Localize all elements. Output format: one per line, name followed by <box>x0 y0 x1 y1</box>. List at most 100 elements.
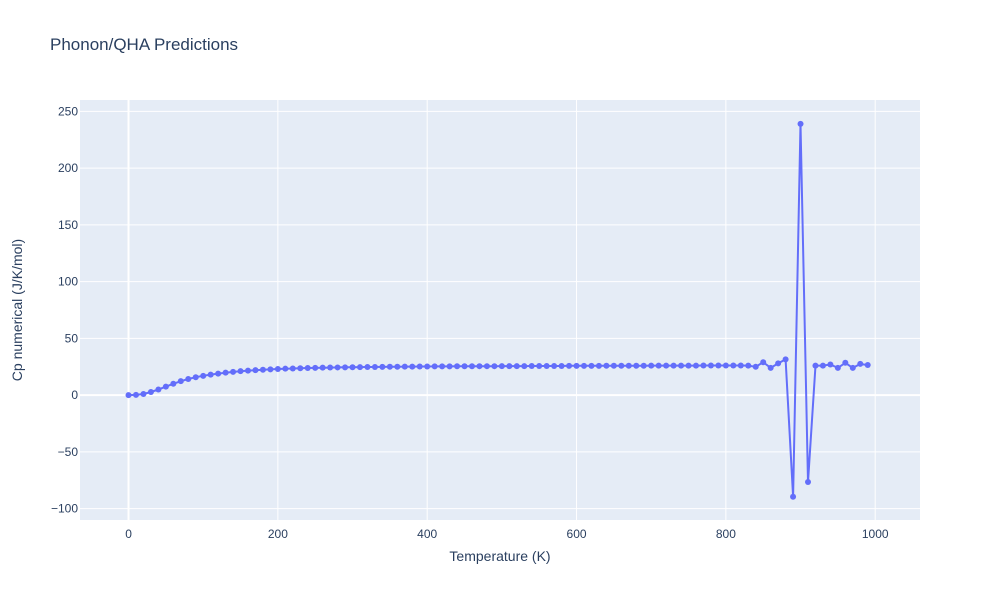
data-point <box>603 362 610 369</box>
series-line <box>128 123 868 497</box>
data-point <box>857 360 864 367</box>
data-point <box>327 364 334 371</box>
y-tick-label: 250 <box>58 104 78 118</box>
data-point <box>252 367 259 374</box>
data-point <box>215 370 222 377</box>
y-tick-label: 150 <box>58 218 78 232</box>
data-point <box>700 362 707 369</box>
data-point <box>222 369 229 376</box>
data-point <box>170 380 177 387</box>
data-point <box>274 366 281 373</box>
data-point <box>618 362 625 369</box>
data-point <box>685 362 692 369</box>
data-point <box>312 364 319 371</box>
data-point <box>558 362 565 369</box>
data-point <box>573 362 580 369</box>
data-point <box>625 362 632 369</box>
x-tick-label: 600 <box>567 527 587 541</box>
x-tick-label: 400 <box>417 527 437 541</box>
data-point <box>790 493 797 500</box>
data-point <box>237 368 244 375</box>
x-tick-label: 800 <box>716 527 736 541</box>
data-point <box>334 364 341 371</box>
data-point <box>133 391 139 398</box>
data-point <box>775 360 782 367</box>
data-point <box>670 362 677 369</box>
data-point <box>409 363 416 370</box>
data-point <box>230 368 237 375</box>
data-point <box>767 364 774 371</box>
data-point <box>581 362 587 369</box>
x-tick-label: 0 <box>125 527 132 541</box>
data-point <box>521 363 528 370</box>
data-point <box>737 362 744 369</box>
data-point <box>439 363 446 370</box>
y-tick-label: 0 <box>71 388 78 402</box>
x-axis-title: Temperature (K) <box>449 548 550 564</box>
y-tick-label: −100 <box>51 502 78 516</box>
data-point <box>386 363 393 370</box>
data-point <box>267 366 274 373</box>
x-axis-ticks: 0 200 400 600 800 1000 <box>125 527 889 541</box>
data-point <box>819 362 826 369</box>
data-point <box>805 478 811 485</box>
data-point <box>469 363 475 370</box>
y-tick-label: −50 <box>58 445 79 459</box>
y-tick-label: 100 <box>58 275 78 289</box>
data-point <box>125 392 132 399</box>
data-point <box>566 362 573 369</box>
data-point <box>678 362 685 369</box>
data-point <box>483 363 490 370</box>
data-point <box>364 363 371 370</box>
data-point <box>461 363 468 370</box>
data-point <box>648 362 655 369</box>
data-point <box>864 362 871 369</box>
data-point <box>207 371 214 378</box>
data-point <box>185 376 192 383</box>
data-point <box>834 364 841 371</box>
data-point <box>177 378 184 385</box>
data-point <box>528 362 535 369</box>
data-point <box>297 365 304 372</box>
data-point <box>498 363 505 370</box>
data-point <box>663 362 670 369</box>
data-point <box>797 120 804 127</box>
y-tick-label: 50 <box>65 331 79 345</box>
data-point <box>424 363 431 370</box>
data-point <box>513 363 520 370</box>
data-point <box>640 362 647 369</box>
data-point <box>782 356 789 363</box>
data-point <box>812 362 819 369</box>
data-point <box>304 365 311 372</box>
data-point <box>147 388 154 395</box>
y-axis-ticks: −100 −50 0 50 100 150 200 250 <box>51 104 78 515</box>
data-point <box>827 361 834 368</box>
data-point <box>588 362 595 369</box>
chart-title: Phonon/QHA Predictions <box>50 35 238 54</box>
data-point <box>551 362 558 369</box>
data-point <box>192 374 199 381</box>
data-point <box>476 363 483 370</box>
x-tick-label: 1000 <box>862 527 889 541</box>
grid-lines <box>80 100 920 520</box>
data-point <box>289 365 296 372</box>
data-point <box>536 362 543 369</box>
data-point <box>454 363 461 370</box>
data-point <box>401 363 408 370</box>
data-point <box>752 363 759 370</box>
data-point <box>394 363 401 370</box>
data-point <box>282 365 289 372</box>
data-point <box>610 362 617 369</box>
data-point <box>431 363 438 370</box>
data-point <box>745 362 752 369</box>
data-point <box>543 362 550 369</box>
data-point <box>633 362 640 369</box>
y-tick-label: 200 <box>58 161 78 175</box>
data-point <box>349 364 356 371</box>
y-axis-title: Cp numerical (J/K/mol) <box>9 239 25 381</box>
data-point <box>245 367 251 374</box>
series-markers <box>125 120 871 500</box>
data-point <box>760 359 767 366</box>
data-point <box>155 386 162 393</box>
